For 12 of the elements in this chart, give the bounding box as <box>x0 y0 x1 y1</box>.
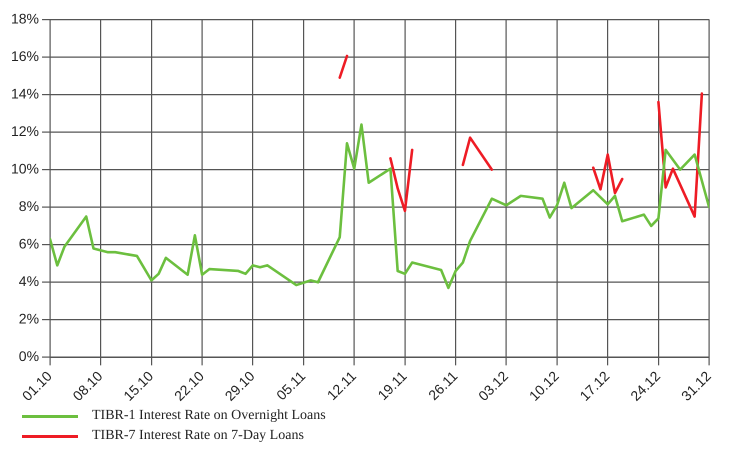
y-tick-label: 14% <box>10 85 40 102</box>
y-tick-label: 6% <box>18 236 40 252</box>
legend-label: TIBR-7 Interest Rate on 7-Day Loans <box>92 428 304 444</box>
y-tick-label: 0% <box>18 348 40 364</box>
y-tick-label: 8% <box>18 198 40 214</box>
y-tick-label: 2% <box>18 310 40 327</box>
legend-label: TIBR-1 Interest Rate on Overnight Loans <box>92 408 326 424</box>
y-tick-label: 18% <box>10 10 40 26</box>
y-tick-label: 16% <box>10 48 40 64</box>
y-tick-label: 10% <box>10 160 40 176</box>
y-tick-label: 12% <box>10 122 40 139</box>
y-tick-label: 4% <box>18 273 40 290</box>
